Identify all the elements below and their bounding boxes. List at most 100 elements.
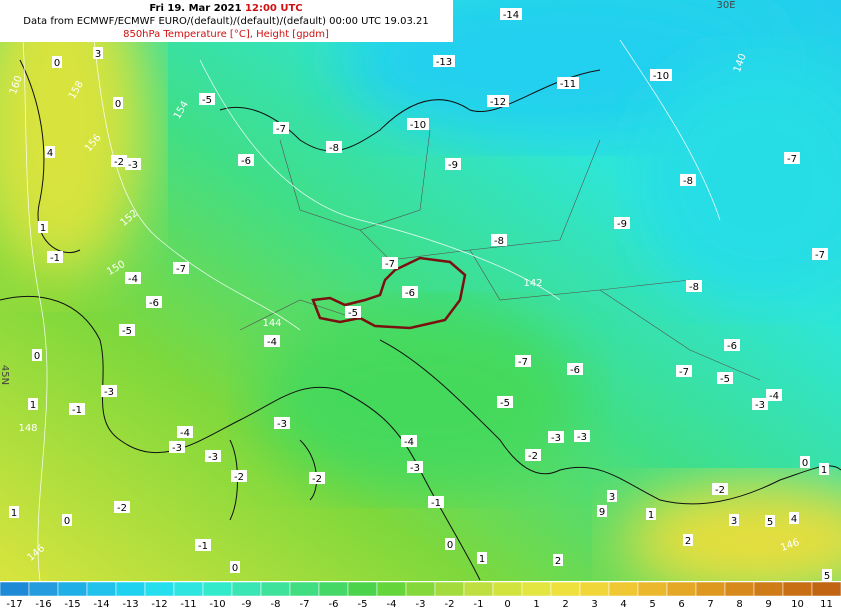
temperature-label: -6 <box>241 156 251 167</box>
colorbar-swatch <box>0 581 30 597</box>
temperature-label: -12 <box>490 97 506 108</box>
colorbar-label: -15 <box>64 599 80 610</box>
colorbar-swatch <box>347 581 378 597</box>
colorbar-label: 1 <box>533 599 539 610</box>
temperature-label-box <box>345 306 361 318</box>
temperature-label-box <box>69 403 85 415</box>
temperature-label: 9 <box>599 507 605 518</box>
temperature-label: 0 <box>447 540 453 551</box>
colorbar-label: 8 <box>736 599 742 610</box>
temperature-label-box <box>195 539 211 551</box>
temperature-label: -11 <box>560 79 576 90</box>
temperature-label-box <box>574 430 590 442</box>
colorbar-label: -4 <box>387 599 397 610</box>
colorbar-swatch <box>144 581 175 597</box>
temperature-label-box <box>597 505 607 517</box>
temperature-label-box <box>309 472 325 484</box>
colorbar-label: -17 <box>6 599 22 610</box>
temperature-label: -7 <box>385 259 395 270</box>
temperature-label: -5 <box>202 95 212 106</box>
temperature-label: 2 <box>685 536 691 547</box>
temperature-label-box <box>177 426 193 438</box>
temperature-label-box <box>487 95 509 107</box>
colorbar-swatch <box>57 581 88 597</box>
colorbar-label: -14 <box>93 599 109 610</box>
colorbar-swatch <box>724 581 755 597</box>
temperature-label-box <box>111 155 127 167</box>
temperature-label-box <box>173 262 189 274</box>
temperature-label: -14 <box>503 10 519 21</box>
temperature-label-box <box>548 431 564 443</box>
height-label: 148 <box>18 423 37 434</box>
colorbar-swatch <box>260 581 291 597</box>
temperature-label: -8 <box>494 236 504 247</box>
temperature-label: 1 <box>648 510 654 521</box>
colorbar-label: -6 <box>329 599 339 610</box>
title-date: Fri 19. Mar 2021 <box>149 3 241 14</box>
temperature-label-box <box>789 512 799 524</box>
temperature-label-box <box>800 456 810 468</box>
temperature-label-box <box>686 280 702 292</box>
temperature-label: 0 <box>54 58 60 69</box>
temperature-label-box <box>650 69 672 81</box>
temperature-label: 0 <box>802 458 808 469</box>
temperature-label-box <box>765 515 775 527</box>
temperature-label-box <box>273 122 289 134</box>
colorbar-swatch <box>434 581 465 597</box>
temperature-label: -2 <box>114 157 124 168</box>
temperature-label-box <box>752 398 768 410</box>
header-box <box>0 0 453 42</box>
grid-label: 45N <box>0 365 10 385</box>
temperature-label: 4 <box>47 148 53 159</box>
colorbar-label: -10 <box>209 599 225 610</box>
temperature-label: -3 <box>172 443 182 454</box>
colorbar-label: -12 <box>151 599 167 610</box>
colorbar-swatch <box>289 581 320 597</box>
colorbar-label: -2 <box>445 599 455 610</box>
temperature-label: -6 <box>149 298 159 309</box>
colorbar-swatch <box>376 581 407 597</box>
temperature-label: 1 <box>821 465 827 476</box>
colorbar-label: 6 <box>678 599 684 610</box>
temperature-label-box <box>784 152 800 164</box>
temperature-label: -6 <box>727 341 737 352</box>
temperature-label: -2 <box>715 485 725 496</box>
colorbar-label: 3 <box>591 599 597 610</box>
temperature-label: -8 <box>329 143 339 154</box>
temperature-label: 1 <box>11 508 17 519</box>
temperature-label: -9 <box>617 219 627 230</box>
temperature-label: -9 <box>448 160 458 171</box>
colorbar-label: 9 <box>765 599 771 610</box>
height-contours <box>19 0 721 582</box>
colorbar-swatch <box>202 581 233 597</box>
temperature-label-box <box>38 221 48 233</box>
temperature-label: -3 <box>577 432 587 443</box>
temperature-label: 0 <box>34 351 40 362</box>
colorbar-label: -7 <box>300 599 310 610</box>
temperature-label: -8 <box>689 282 699 293</box>
temperature-label: -2 <box>117 503 127 514</box>
temperature-label-box <box>101 385 117 397</box>
colorbar-swatch <box>782 581 813 597</box>
colorbar-swatch <box>811 581 841 597</box>
colorbar-label: 2 <box>562 599 568 610</box>
temperature-label-box <box>326 141 342 153</box>
temperature-label-box <box>125 272 141 284</box>
temperature-label-box <box>557 77 579 89</box>
colorbar-label: 7 <box>707 599 713 610</box>
temperature-label-box <box>93 47 103 59</box>
temperature-label-box <box>407 118 429 130</box>
temperature-label-box <box>9 506 19 518</box>
temperature-label-box <box>114 501 130 513</box>
temperature-label: -3 <box>277 419 287 430</box>
temperature-label: -4 <box>769 391 779 402</box>
colorbar-label: -8 <box>271 599 281 610</box>
temperature-label-box <box>113 97 123 109</box>
temperature-label-box <box>32 349 42 361</box>
colorbar-label: 0 <box>504 599 510 610</box>
temperature-label-box <box>607 490 617 502</box>
colorbar-swatch <box>695 581 726 597</box>
colorbar-swatch <box>28 581 59 597</box>
variable: 850hPa Temperature [°C], Height [gpdm] <box>123 29 329 40</box>
colorbar-swatch <box>608 581 639 597</box>
